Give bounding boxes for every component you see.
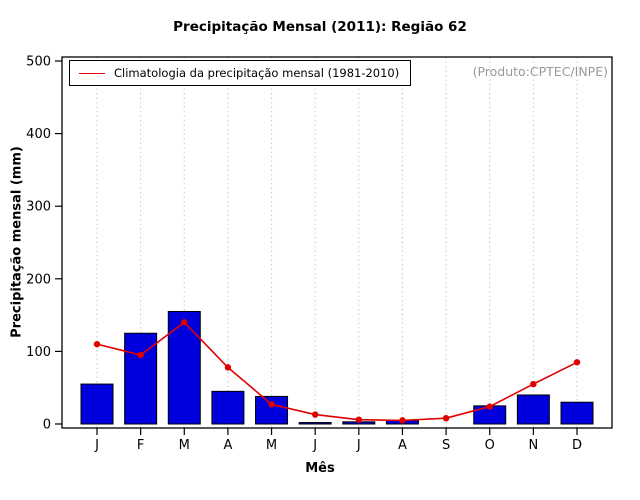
x-tick-label: S	[442, 438, 450, 453]
y-axis-label: Precipitação mensal (mm)	[9, 146, 25, 338]
legend-line-sample-icon	[79, 72, 105, 74]
x-tick-label: F	[137, 438, 144, 453]
y-tick-label: 0	[43, 418, 51, 433]
y-tick-label: 300	[26, 200, 51, 215]
y-tick-label: 400	[26, 127, 51, 142]
legend-label: Climatologia da precipitação mensal (198…	[114, 66, 400, 80]
y-tick-label: 500	[26, 55, 51, 70]
x-tick-label: J	[356, 438, 361, 453]
y-tick-label: 200	[26, 272, 51, 287]
x-tick-label: J	[312, 438, 317, 453]
x-tick-label: M	[179, 438, 190, 453]
x-tick-label: J	[94, 438, 99, 453]
product-credit-text: (Produto:CPTEC/INPE)	[472, 64, 608, 79]
x-tick-label: N	[528, 438, 538, 453]
chart-title: Precipitação Mensal (2011): Região 62	[173, 19, 467, 35]
x-tick-label: A	[223, 438, 232, 453]
x-tick-label: M	[266, 438, 277, 453]
y-tick-label: 100	[26, 345, 51, 360]
x-tick-label: D	[572, 438, 582, 453]
x-axis-label: Mês	[305, 461, 335, 476]
x-tick-label: O	[485, 438, 495, 453]
x-tick-label: A	[398, 438, 407, 453]
legend: Climatologia da precipitação mensal (198…	[69, 60, 412, 86]
